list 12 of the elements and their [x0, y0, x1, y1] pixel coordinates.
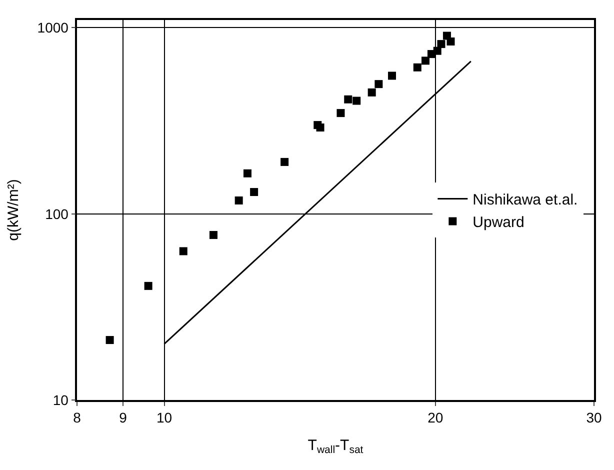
legend-label: Nishikawa et.al. [472, 192, 578, 209]
x-tick-label: 20 [428, 410, 444, 426]
x-tick-label: 30 [586, 410, 602, 426]
x-tick-label: 9 [119, 410, 128, 426]
y-tick-label: 1000 [37, 20, 69, 36]
y-axis-title: q(kW/m²) [5, 179, 22, 241]
x-tick-label: 10 [156, 410, 172, 426]
y-tick-label: 10 [52, 392, 69, 408]
legend-label: Upward [472, 214, 524, 232]
y-tick-label: 100 [45, 206, 69, 222]
x-tick-label: 8 [73, 410, 82, 426]
x-axis-title: T$_{wall}$-T$_{sat}$ [308, 437, 364, 456]
